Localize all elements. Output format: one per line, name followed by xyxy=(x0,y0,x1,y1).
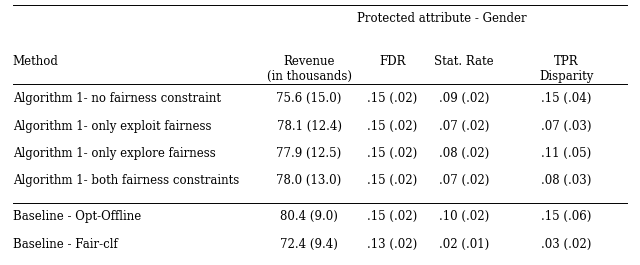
Text: Protected attribute - Gender: Protected attribute - Gender xyxy=(358,12,527,25)
Text: FDR: FDR xyxy=(379,55,405,68)
Text: .15 (.02): .15 (.02) xyxy=(367,174,417,187)
Text: 72.4 (9.4): 72.4 (9.4) xyxy=(280,238,338,251)
Text: 75.6 (15.0): 75.6 (15.0) xyxy=(276,92,342,105)
Text: .15 (.02): .15 (.02) xyxy=(367,92,417,105)
Text: .11 (.05): .11 (.05) xyxy=(541,147,591,160)
Text: .07 (.02): .07 (.02) xyxy=(439,174,490,187)
Text: Algorithm 1- no fairness constraint: Algorithm 1- no fairness constraint xyxy=(13,92,221,105)
Text: .07 (.02): .07 (.02) xyxy=(439,120,490,132)
Text: .10 (.02): .10 (.02) xyxy=(439,210,490,223)
Text: Revenue
(in thousands): Revenue (in thousands) xyxy=(266,55,351,83)
Text: .13 (.02): .13 (.02) xyxy=(367,238,417,251)
Text: Baseline - Fair-clf: Baseline - Fair-clf xyxy=(13,238,117,251)
Text: Stat. Rate: Stat. Rate xyxy=(435,55,494,68)
Text: .15 (.04): .15 (.04) xyxy=(541,92,591,105)
Text: 78.1 (12.4): 78.1 (12.4) xyxy=(276,120,342,132)
Text: .07 (.03): .07 (.03) xyxy=(541,120,591,132)
Text: Algorithm 1- only exploit fairness: Algorithm 1- only exploit fairness xyxy=(13,120,211,132)
Text: Algorithm 1- both fairness constraints: Algorithm 1- both fairness constraints xyxy=(13,174,239,187)
Text: Algorithm 1- only explore fairness: Algorithm 1- only explore fairness xyxy=(13,147,216,160)
Text: .08 (.03): .08 (.03) xyxy=(541,174,591,187)
Text: .15 (.06): .15 (.06) xyxy=(541,210,591,223)
Text: .02 (.01): .02 (.01) xyxy=(439,238,490,251)
Text: .03 (.02): .03 (.02) xyxy=(541,238,591,251)
Text: Baseline - Opt-Offline: Baseline - Opt-Offline xyxy=(13,210,141,223)
Text: 78.0 (13.0): 78.0 (13.0) xyxy=(276,174,342,187)
Text: .15 (.02): .15 (.02) xyxy=(367,120,417,132)
Text: .15 (.02): .15 (.02) xyxy=(367,210,417,223)
Text: Method: Method xyxy=(13,55,58,68)
Text: 77.9 (12.5): 77.9 (12.5) xyxy=(276,147,342,160)
Text: .09 (.02): .09 (.02) xyxy=(439,92,490,105)
Text: .08 (.02): .08 (.02) xyxy=(439,147,490,160)
Text: .15 (.02): .15 (.02) xyxy=(367,147,417,160)
Text: 80.4 (9.0): 80.4 (9.0) xyxy=(280,210,338,223)
Text: TPR
Disparity: TPR Disparity xyxy=(539,55,593,83)
